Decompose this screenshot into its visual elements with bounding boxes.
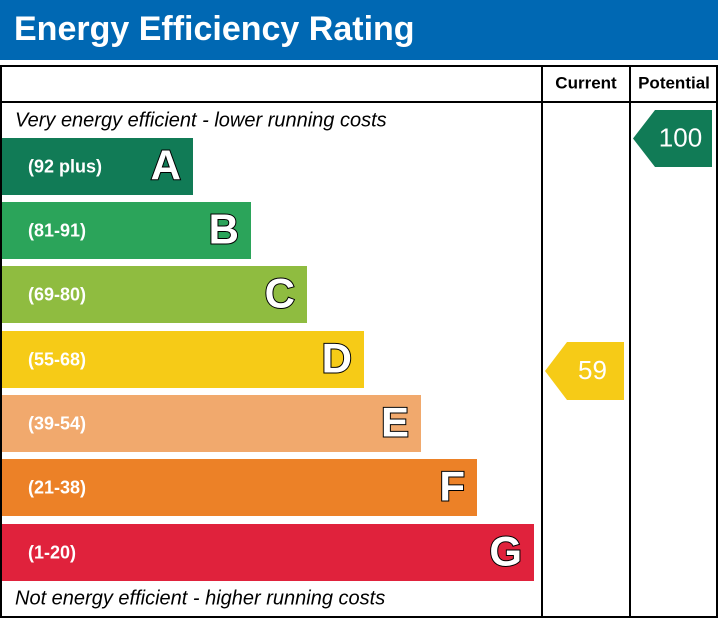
column-header: Current xyxy=(555,73,617,92)
current-value: 59 xyxy=(578,355,607,385)
band xyxy=(2,202,251,259)
potential-arrow xyxy=(633,110,712,167)
band-letter: C xyxy=(265,270,295,317)
band-range: (21-38) xyxy=(28,477,86,497)
band-range: (92 plus) xyxy=(28,156,102,176)
band-letter: B xyxy=(209,206,239,253)
band-range: (69-80) xyxy=(28,284,86,304)
band-range: (39-54) xyxy=(28,413,86,433)
band-range: (81-91) xyxy=(28,220,86,240)
header-bar xyxy=(0,0,718,60)
band xyxy=(2,138,193,195)
current-arrow xyxy=(545,342,624,400)
band xyxy=(2,331,364,388)
bottom-note: Not energy efficient - higher running co… xyxy=(15,587,385,609)
top-note: Very energy efficient - lower running co… xyxy=(15,109,387,131)
band xyxy=(2,395,421,452)
band xyxy=(2,266,307,323)
band-range: (55-68) xyxy=(28,349,86,369)
title: Energy Efficiency Rating xyxy=(14,10,415,48)
band xyxy=(2,524,534,581)
band-letter: A xyxy=(151,142,181,189)
column-header: Potential xyxy=(638,73,710,92)
table-border xyxy=(0,65,718,618)
band xyxy=(2,459,477,516)
band-letter: F xyxy=(439,463,465,510)
band-letter: D xyxy=(322,335,352,382)
band-letter: G xyxy=(489,528,522,575)
band-letter: E xyxy=(381,399,409,446)
potential-value: 100 xyxy=(659,122,702,152)
band-range: (1-20) xyxy=(28,542,76,562)
